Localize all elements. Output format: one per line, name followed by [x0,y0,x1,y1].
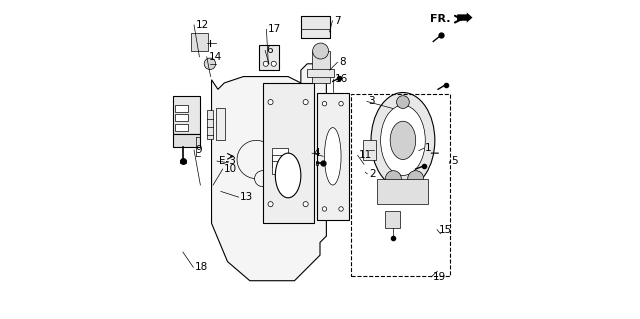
Bar [301,16,330,38]
Text: FR.: FR. [430,14,451,24]
Text: 9: 9 [196,145,202,155]
Bar [262,83,314,223]
Bar [191,33,209,51]
Bar [207,110,213,139]
Text: 17: 17 [268,24,281,34]
Text: 11: 11 [359,150,372,160]
Circle shape [339,207,343,211]
Circle shape [237,140,275,179]
Circle shape [313,43,328,59]
Text: 5: 5 [451,156,458,166]
Bar [272,161,288,174]
Polygon shape [212,64,326,281]
Text: 15: 15 [438,225,452,235]
Circle shape [322,101,326,106]
Circle shape [255,171,271,187]
Text: 19: 19 [433,272,446,282]
Bar [307,69,334,77]
Circle shape [303,202,308,207]
FancyBboxPatch shape [317,93,349,220]
Text: 2: 2 [369,169,376,179]
Circle shape [268,202,273,207]
Text: 7: 7 [334,16,340,26]
Circle shape [339,101,343,106]
Text: 13: 13 [240,192,253,202]
Bar [378,179,428,204]
Circle shape [204,58,216,70]
Bar [272,148,288,161]
Bar [173,134,200,147]
Circle shape [268,100,273,105]
Bar [385,211,400,228]
Bar [259,45,278,70]
Circle shape [322,207,326,211]
Bar [272,155,288,167]
Circle shape [408,171,424,187]
Text: 10: 10 [224,164,237,174]
Text: 18: 18 [195,262,208,272]
Bar [316,161,318,165]
Bar [175,105,188,112]
Ellipse shape [371,93,435,188]
Text: E-3: E-3 [218,156,236,166]
FancyArrow shape [457,12,472,23]
Circle shape [385,171,401,187]
Circle shape [303,100,308,105]
Bar [312,51,330,83]
Bar [173,96,200,134]
Bar [175,124,188,131]
Text: 3: 3 [369,96,375,107]
Circle shape [397,96,410,108]
Bar [351,94,449,276]
Text: 6: 6 [267,45,273,56]
Text: 16: 16 [335,74,348,84]
Circle shape [271,61,276,66]
Bar [175,114,188,121]
Text: 4: 4 [314,148,320,158]
Bar [216,108,225,140]
Ellipse shape [275,153,301,198]
Ellipse shape [381,105,425,175]
Bar [180,160,186,163]
Text: 1: 1 [425,143,432,153]
Ellipse shape [390,121,416,160]
Ellipse shape [324,128,341,185]
Bar [363,140,376,160]
Text: 8: 8 [339,57,346,67]
Text: 12: 12 [196,20,209,30]
Text: 14: 14 [209,52,221,62]
Circle shape [263,61,268,66]
